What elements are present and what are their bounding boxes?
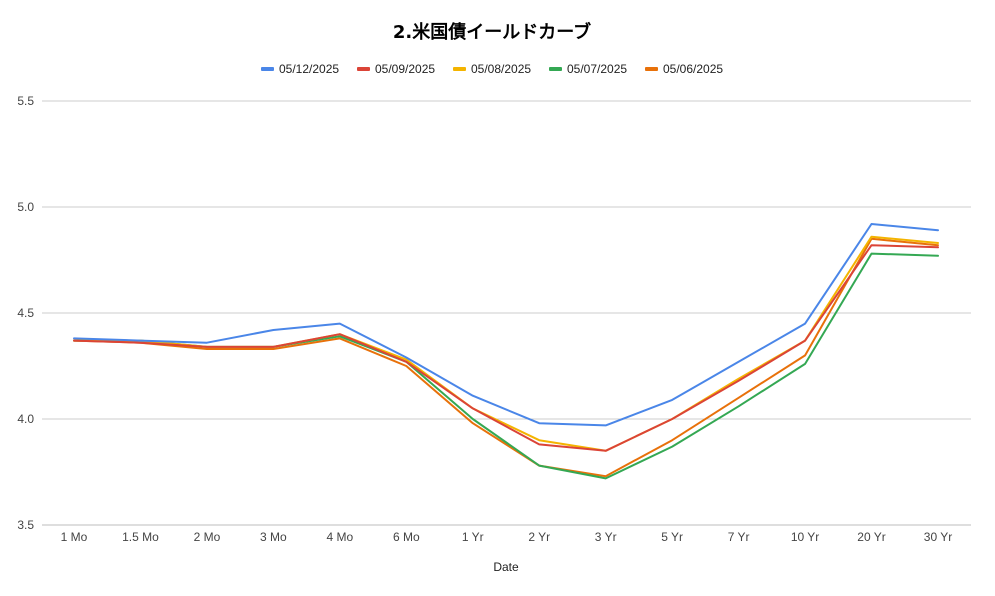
y-tick-label: 4.0	[17, 412, 34, 426]
x-tick-label: 2 Mo	[194, 530, 221, 544]
legend: 05/12/2025 05/09/2025 05/08/2025 05/07/2025…	[261, 62, 723, 76]
x-tick-label: 30 Yr	[924, 530, 952, 544]
legend-label: 05/12/2025	[279, 62, 339, 76]
y-axis-ticks: 3.5 4.0 4.5 5.0 5.5	[17, 94, 34, 532]
x-tick-label: 6 Mo	[393, 530, 420, 544]
legend-swatch	[261, 67, 274, 71]
legend-swatch	[453, 67, 466, 71]
x-tick-label: 1.5 Mo	[122, 530, 159, 544]
x-tick-label: 20 Yr	[857, 530, 885, 544]
series-line-5	[73, 237, 939, 478]
x-tick-label: 5 Yr	[661, 530, 683, 544]
x-tick-label: 1 Mo	[61, 530, 88, 544]
x-tick-label: 10 Yr	[791, 530, 819, 544]
x-tick-label: 3 Mo	[260, 530, 287, 544]
chart-title: 2.米国債イールドカーブ	[393, 21, 591, 43]
legend-label: 05/07/2025	[567, 62, 627, 76]
gridlines	[42, 100, 971, 526]
x-axis-ticks: 1 Mo 1.5 Mo 2 Mo 3 Mo 4 Mo 6 Mo 1 Yr 2 Yr 3 Yr 5 …	[61, 530, 953, 544]
legend-swatch	[357, 67, 370, 71]
y-tick-label: 4.5	[17, 306, 34, 320]
legend-swatch	[645, 67, 658, 71]
y-tick-label: 3.5	[17, 518, 34, 532]
y-tick-label: 5.5	[17, 94, 34, 108]
legend-swatch	[549, 67, 562, 71]
y-tick-label: 5.0	[17, 200, 34, 214]
legend-label: 05/06/2025	[663, 62, 723, 76]
x-tick-label: 4 Mo	[327, 530, 354, 544]
x-axis-title: Date	[493, 560, 519, 574]
legend-label: 05/08/2025	[471, 62, 531, 76]
x-tick-label: 2 Yr	[528, 530, 550, 544]
series-line-2	[73, 244, 939, 452]
series-line-1	[73, 223, 939, 427]
x-tick-label: 1 Yr	[462, 530, 484, 544]
legend-label: 05/09/2025	[375, 62, 435, 76]
x-tick-label: 3 Yr	[595, 530, 617, 544]
series-lines	[73, 223, 939, 480]
x-tick-label: 7 Yr	[728, 530, 750, 544]
